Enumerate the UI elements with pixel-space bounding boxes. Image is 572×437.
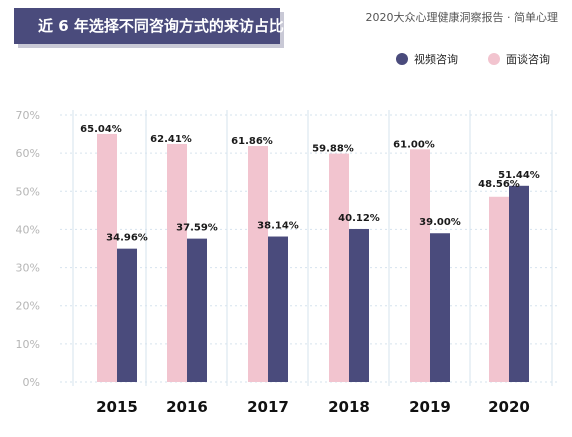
data-label-video-2015: 34.96%	[106, 233, 148, 244]
data-label-in-person-2019: 61.00%	[393, 139, 435, 150]
x-tick-label-2020: 2020	[488, 398, 530, 416]
chart-title: 近 6 年选择不同咨询方式的来访占比	[38, 17, 284, 35]
legend-swatch-video	[396, 53, 408, 65]
y-tick-label: 10%	[16, 338, 40, 351]
x-tick-label-2018: 2018	[328, 398, 370, 416]
source-text: 2020大众心理健康洞察报告 · 简单心理	[365, 11, 558, 24]
data-label-video-2017: 38.14%	[257, 221, 299, 232]
x-tick-label-2015: 2015	[96, 398, 138, 416]
data-label-video-2016: 37.59%	[176, 223, 218, 234]
y-tick-label: 70%	[16, 109, 40, 122]
y-tick-label: 60%	[16, 147, 40, 160]
bar-video-2017	[268, 236, 288, 382]
bar-video-2020	[509, 185, 529, 382]
legend-label-in-person: 面谈咨询	[506, 53, 550, 66]
bar-video-2015	[117, 248, 137, 382]
x-tick-label-2019: 2019	[409, 398, 451, 416]
data-label-in-person-2018: 59.88%	[312, 144, 354, 155]
y-tick-label: 40%	[16, 223, 40, 236]
bar-in-person-2016	[167, 143, 187, 382]
data-label-in-person-2016: 62.41%	[150, 134, 192, 145]
x-tick-label-2016: 2016	[166, 398, 208, 416]
legend-label-video: 视频咨询	[414, 53, 458, 66]
legend-item-in-person: 面谈咨询	[488, 51, 550, 67]
y-tick-label: 0%	[23, 376, 40, 389]
y-tick-label: 50%	[16, 185, 40, 198]
bar-in-person-2019	[410, 149, 430, 382]
bar-in-person-2015	[97, 133, 117, 382]
x-tick-label-2017: 2017	[247, 398, 289, 416]
bar-in-person-2018	[329, 153, 349, 382]
bar-video-2019	[430, 233, 450, 382]
title-banner: 近 6 年选择不同咨询方式的来访占比	[14, 8, 284, 44]
bar-in-person-2017	[248, 146, 268, 382]
legend: 视频咨询 面谈咨询	[396, 51, 550, 67]
y-tick-label: 20%	[16, 300, 40, 313]
bar-video-2016	[187, 238, 207, 382]
data-label-video-2019: 39.00%	[419, 217, 461, 228]
data-label-in-person-2020: 48.56%	[478, 179, 520, 190]
bar-in-person-2020	[489, 196, 509, 382]
data-label-in-person-2017: 61.86%	[231, 136, 273, 147]
bar-video-2018	[349, 228, 369, 382]
legend-swatch-in-person	[488, 53, 500, 65]
y-tick-label: 30%	[16, 262, 40, 275]
legend-item-video: 视频咨询	[396, 51, 458, 67]
data-label-in-person-2015: 65.04%	[80, 124, 122, 135]
data-label-video-2020: 51.44%	[498, 170, 540, 181]
data-label-video-2018: 40.12%	[338, 213, 380, 224]
